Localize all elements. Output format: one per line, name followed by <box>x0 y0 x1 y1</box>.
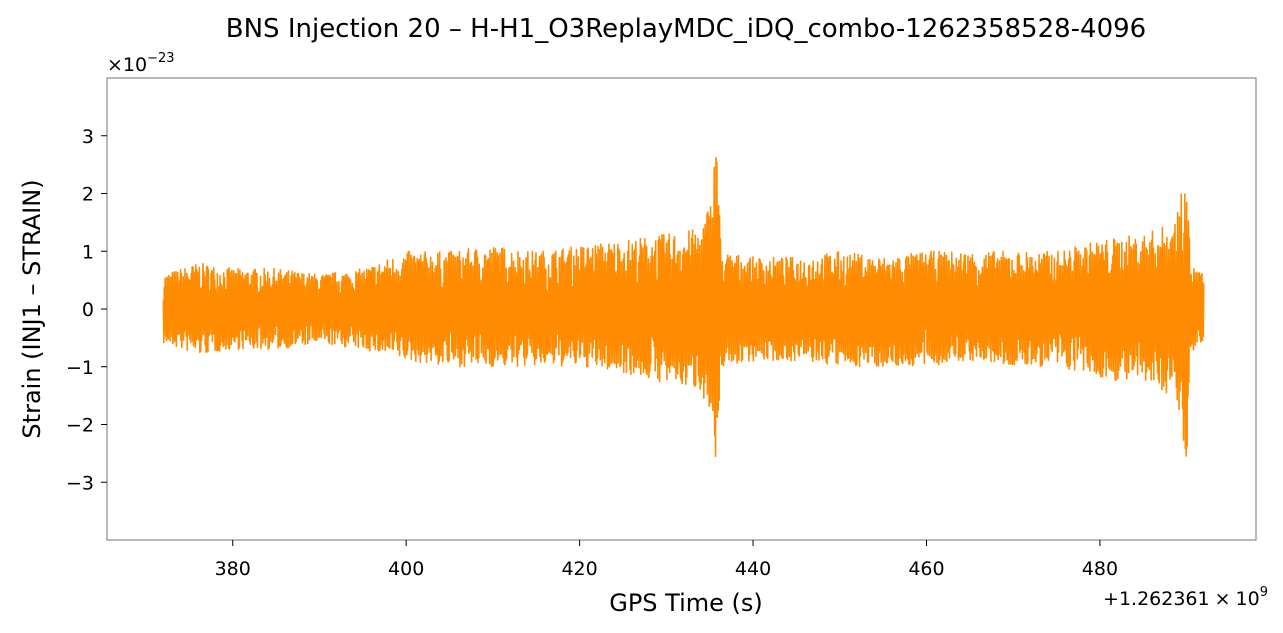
y-axis-label: Strain (INJ1 – STRAIN) <box>18 179 46 438</box>
y-scale-exponent: −23 <box>147 51 174 66</box>
x-tick-label: 440 <box>735 558 771 580</box>
strain-series-line <box>162 156 1205 458</box>
x-offset-times: × <box>1215 588 1231 610</box>
x-offset-exponent: 9 <box>1260 585 1268 600</box>
y-axis-ticks: 3 2 1 0 −1 −2 −3 <box>66 126 107 494</box>
y-tick-label: −2 <box>66 415 94 437</box>
y-tick-label: −3 <box>66 472 94 494</box>
x-offset-base: 10 <box>1236 588 1260 610</box>
x-axis-ticks: 380 400 420 440 460 480 <box>215 540 1118 580</box>
x-offset-label: +1.262361 × 109 <box>1103 585 1268 610</box>
plot-area <box>106 77 1257 541</box>
y-tick-label: −1 <box>66 357 94 379</box>
x-tick-label: 420 <box>561 558 597 580</box>
y-scale-label: ×10−23 <box>107 51 175 76</box>
y-tick-label: 2 <box>82 184 94 206</box>
chart-title: BNS Injection 20 – H-H1_O3ReplayMDC_iDQ_… <box>226 14 1146 44</box>
x-tick-label: 480 <box>1082 558 1118 580</box>
x-axis-label: GPS Time (s) <box>609 589 763 617</box>
x-tick-label: 460 <box>908 558 944 580</box>
y-tick-label: 0 <box>82 299 94 321</box>
y-scale-prefix: ×10 <box>107 54 147 76</box>
x-tick-label: 380 <box>215 558 251 580</box>
x-tick-label: 400 <box>388 558 424 580</box>
series-layer <box>162 156 1205 458</box>
x-offset-prefix: +1.262361 <box>1103 588 1210 610</box>
y-tick-label: 3 <box>82 126 94 148</box>
y-tick-label: 1 <box>82 241 94 263</box>
